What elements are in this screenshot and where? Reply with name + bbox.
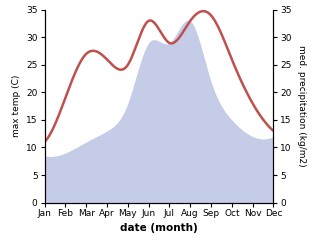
Y-axis label: max temp (C): max temp (C) xyxy=(11,75,21,137)
Y-axis label: med. precipitation (kg/m2): med. precipitation (kg/m2) xyxy=(297,45,306,167)
X-axis label: date (month): date (month) xyxy=(120,223,198,233)
